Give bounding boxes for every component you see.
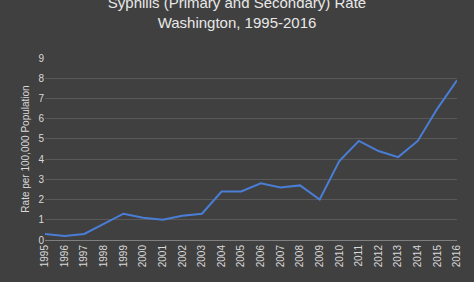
svg-text:2011: 2011 [353, 245, 364, 267]
svg-text:6: 6 [38, 113, 44, 124]
svg-text:2009: 2009 [314, 245, 325, 268]
svg-text:2015: 2015 [432, 245, 443, 268]
svg-text:7: 7 [38, 93, 44, 104]
svg-text:Syphilis (Primary and Secondar: Syphilis (Primary and Secondary) RateWas… [108, 0, 366, 31]
svg-text:2012: 2012 [373, 245, 384, 268]
svg-text:1996: 1996 [59, 245, 70, 268]
svg-text:4: 4 [38, 154, 44, 165]
svg-text:2002: 2002 [177, 245, 188, 268]
svg-text:2000: 2000 [137, 245, 148, 268]
svg-text:1999: 1999 [118, 245, 129, 268]
svg-text:2003: 2003 [196, 245, 207, 268]
svg-text:1997: 1997 [78, 245, 89, 268]
svg-text:2016: 2016 [451, 245, 462, 268]
svg-text:2010: 2010 [334, 245, 345, 268]
svg-text:9: 9 [38, 53, 44, 64]
svg-text:2004: 2004 [216, 245, 227, 268]
svg-text:1995: 1995 [39, 245, 50, 268]
svg-text:2006: 2006 [255, 245, 266, 268]
svg-text:2013: 2013 [392, 245, 403, 268]
svg-text:Rate per 100,000 Population: Rate per 100,000 Population [20, 85, 31, 212]
svg-text:1998: 1998 [98, 245, 109, 268]
svg-text:2001: 2001 [157, 245, 168, 268]
svg-text:2: 2 [38, 194, 44, 205]
svg-text:8: 8 [38, 73, 44, 84]
svg-text:2005: 2005 [235, 245, 246, 268]
svg-text:0: 0 [38, 235, 44, 246]
svg-text:2014: 2014 [412, 245, 423, 268]
svg-text:2007: 2007 [275, 245, 286, 268]
svg-text:5: 5 [38, 133, 44, 144]
svg-text:1: 1 [38, 214, 44, 225]
svg-text:3: 3 [38, 174, 44, 185]
svg-text:2008: 2008 [294, 245, 305, 268]
